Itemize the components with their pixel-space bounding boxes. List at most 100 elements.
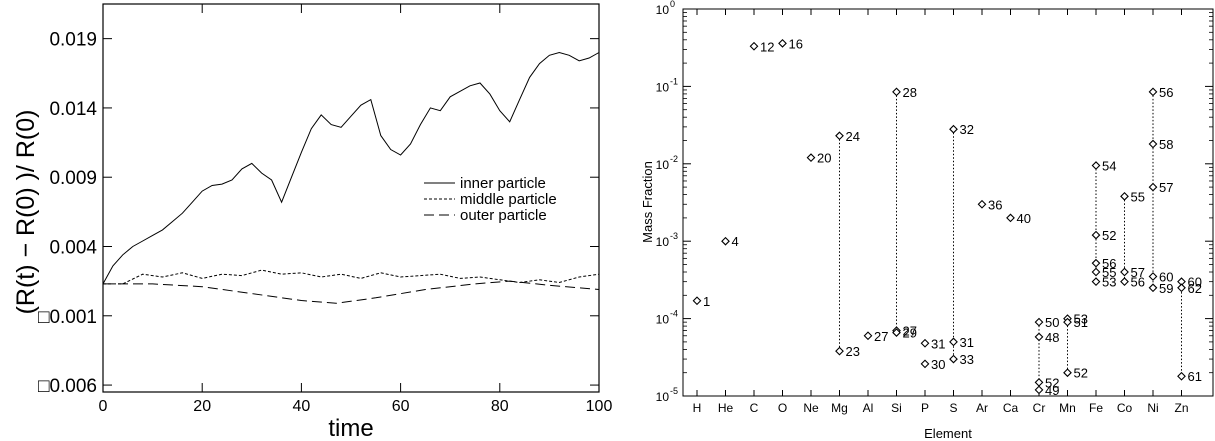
left-y-axis: 0.019 0.014 0.009 0.004 □0.001 □0.006 (38, 30, 599, 397)
right-x-tick-label: Ar (976, 401, 988, 415)
isotope-label: 53 (1102, 275, 1116, 290)
isotope-marker (1006, 213, 1015, 223)
isotope-marker (1034, 317, 1044, 327)
isotope-label: 12 (760, 39, 774, 54)
isotope-marker (806, 153, 816, 163)
right-x-tick-label: Co (1117, 401, 1133, 415)
right-x-tick-label: Ne (803, 401, 819, 415)
isotope-label: 52 (1074, 366, 1088, 381)
isotope-label: 30 (931, 357, 945, 372)
left-x-axis: 0 20 40 60 80 100 (99, 4, 613, 415)
left-y-tick-label: □0.006 (38, 376, 97, 397)
isotope-label: 48 (1045, 330, 1059, 345)
isotope-marker (949, 337, 958, 347)
isotope-label: 50 (1045, 315, 1059, 330)
right-y-tick-exponent: -5 (670, 386, 678, 396)
isotope-label: 57 (1159, 180, 1173, 195)
isotope-marker (1148, 272, 1158, 281)
left-y-tick-label: □0.001 (38, 307, 97, 328)
right-x-tick-label: Si (891, 401, 902, 415)
isotope-label: 24 (846, 129, 860, 144)
isotope-marker (721, 236, 730, 246)
series-line-middle-particle (103, 269, 600, 285)
series-line-inner-particle (102, 51, 600, 285)
isotope-marker (977, 199, 987, 209)
left-x-axis-label: time (328, 415, 373, 441)
isotope-marker (1177, 371, 1186, 381)
left-x-tick-label: 0 (99, 398, 108, 415)
isotope-marker (692, 296, 702, 306)
right-x-tick-label: S (949, 401, 957, 415)
right-x-tick-label: H (693, 401, 702, 415)
legend-label: middle particle (460, 191, 557, 208)
right-x-tick-label: Ni (1147, 401, 1158, 415)
isotope-label: 52 (1102, 228, 1116, 243)
right-y-tick-exponent: 0 (670, 0, 675, 9)
isotope-label: 54 (1102, 159, 1116, 174)
right-y-tick-base: 10 (656, 3, 670, 17)
right-x-axis-label: Element (924, 426, 972, 441)
isotope-marker (835, 131, 844, 141)
isotope-marker (1120, 267, 1129, 277)
left-x-tick-label: 100 (586, 398, 613, 415)
isotope-marker (749, 41, 759, 51)
isotope-label: 1 (703, 294, 710, 309)
isotope-label: 55 (1131, 189, 1145, 204)
isotope-marker (1091, 267, 1101, 277)
right-y-tick-base: 10 (656, 390, 670, 404)
isotope-connectors (839, 91, 1182, 390)
right-x-tick-label: Fe (1089, 401, 1103, 415)
right-x-tick-label: P (921, 401, 929, 415)
isotope-marker (949, 354, 958, 364)
isotope-marker (1177, 283, 1186, 293)
isotope-label: 40 (1017, 211, 1031, 226)
isotope-label: 33 (960, 352, 974, 367)
right-y-tick-base: 10 (656, 313, 670, 327)
right-x-tick-label: Al (863, 401, 874, 415)
isotope-marker (1148, 139, 1158, 149)
isotope-label: 36 (988, 197, 1002, 212)
isotope-label: 55 (1102, 265, 1116, 280)
isotope-marker (835, 346, 844, 356)
left-y-tick-label: 0.014 (49, 99, 97, 120)
isotope-marker (1148, 283, 1158, 293)
isotope-label: 31 (931, 336, 945, 351)
isotope-marker (1120, 277, 1129, 287)
legend-label: inner particle (460, 175, 546, 192)
right-y-tick-exponent: -4 (670, 309, 678, 319)
right-y-tick-base: 10 (656, 80, 670, 94)
isotope-marker (949, 124, 958, 134)
isotope-label: 56 (1159, 85, 1173, 100)
isotope-label: 16 (789, 36, 803, 51)
isotope-label: 57 (1131, 265, 1145, 280)
isotope-label: 60 (1159, 269, 1173, 284)
left-y-tick-label: 0.019 (49, 30, 97, 51)
left-x-tick-label: 80 (491, 398, 509, 415)
left-plot-frame (102, 3, 600, 393)
series-line-outer-particle (103, 280, 600, 304)
right-y-tick-exponent: -2 (670, 154, 678, 164)
legend-label: outer particle (460, 207, 547, 224)
radius-change-chart: 0.019 0.014 0.009 0.004 □0.001 □0.006 0 20 40 60… (12, 3, 613, 441)
left-series-group (102, 51, 600, 304)
isotope-marker (1063, 368, 1072, 378)
isotope-marker (920, 359, 930, 369)
right-y-tick-base: 10 (656, 158, 670, 172)
right-x-tick-label: Mg (831, 401, 848, 415)
isotope-label: 60 (1188, 275, 1202, 290)
isotope-marker (1148, 87, 1158, 97)
isotope-marker (920, 338, 930, 348)
right-x-tick-label: Zn (1174, 401, 1188, 415)
right-x-tick-label: He (718, 401, 734, 415)
right-x-tick-label: Cr (1033, 401, 1046, 415)
isotope-label: 31 (960, 335, 974, 350)
isotope-label: 4 (732, 234, 739, 249)
left-y-tick-label: 0.009 (49, 168, 97, 189)
isotope-label: 62 (1188, 281, 1202, 296)
isotope-marker (1091, 277, 1101, 287)
right-y-tick-exponent: -3 (670, 231, 678, 241)
isotope-marker (1034, 385, 1044, 395)
